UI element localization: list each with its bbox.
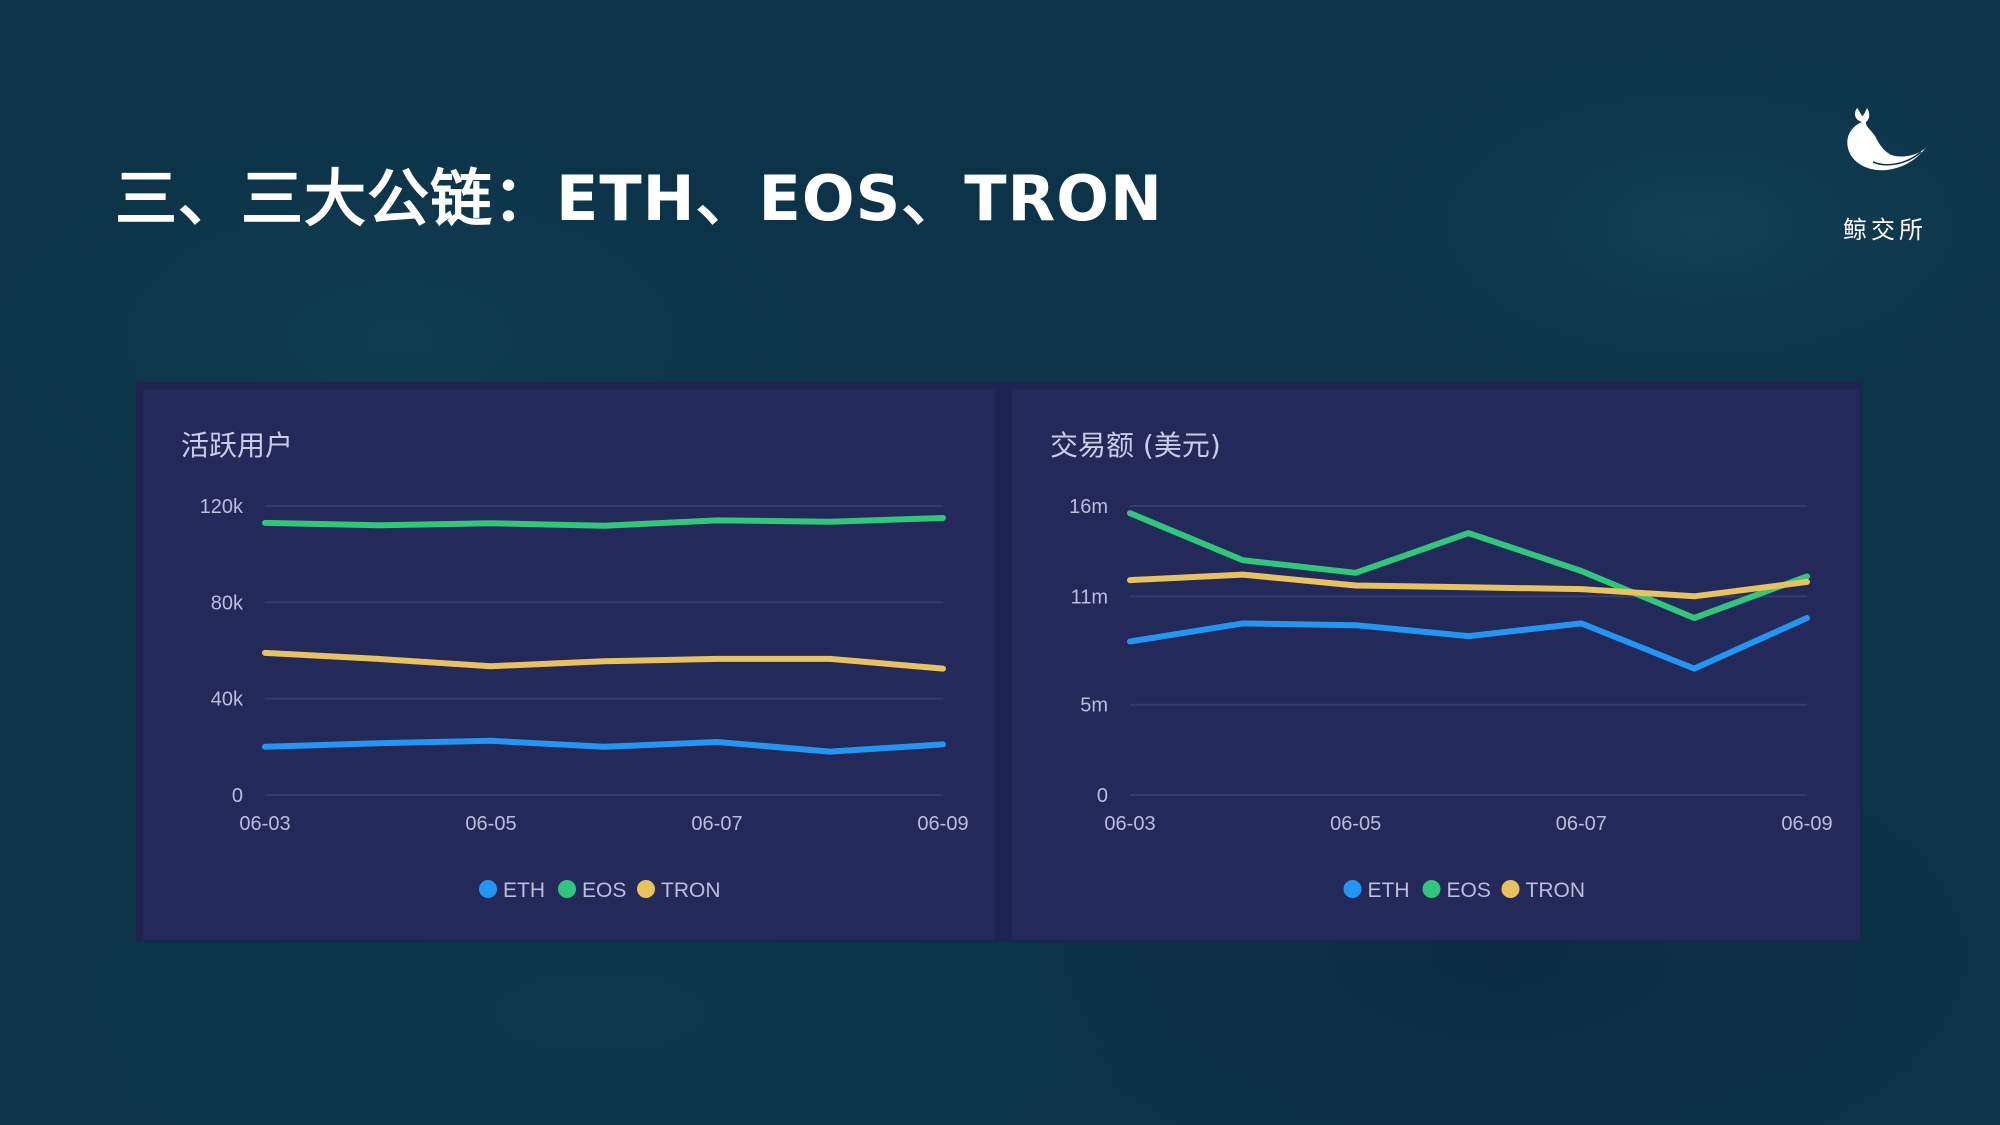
y-tick-label: 120k [200,496,244,518]
x-tick-label: 06-07 [691,813,742,835]
y-tick-label: 40k [211,689,244,711]
active-users-panel: 活跃用户 0 40k 80k 120k 06-03 06-05 06-07 06-09 ETH E… [143,389,995,940]
series-line-eos [262,515,946,529]
x-tick-label: 06-09 [917,813,968,835]
legend-marker [1343,880,1362,898]
series-line-eth [262,737,946,755]
x-tick-label: 06-05 [1330,813,1381,835]
x-tick-label: 06-09 [1781,813,1832,835]
panel-title: 活跃用户 [181,429,294,462]
slide-title: 三、三大公链：ETH、EOS、TRON [115,162,1163,235]
legend-marker [558,880,576,898]
y-tick-label: 16m [1069,496,1108,518]
legend-label[interactable]: EOS [582,879,626,902]
x-tick-label: 06-03 [1104,813,1155,835]
legend-marker [1501,880,1520,898]
y-tick-label: 11m [1071,586,1108,608]
series-line-eos [1127,510,1810,621]
x-tick-label: 06-07 [1556,813,1607,835]
legend-label[interactable]: ETH [503,879,545,902]
y-tick-label: 5m [1080,695,1108,717]
series-line-tron [262,649,946,672]
x-tick-label: 06-05 [465,813,516,835]
volume-panel: 交易额 (美元) 0 5m 11m 16m 06-03 06-05 06-07 06-09 ET… [1012,389,1860,940]
x-tick-label: 06-03 [239,813,290,835]
whale-icon [1847,108,1927,171]
y-tick-label: 0 [1097,785,1108,807]
active-users-chart: 0 40k 80k 120k 06-03 06-05 06-07 06-09 ETH EOS TRO… [200,496,969,902]
legend-marker [637,880,655,898]
series-line-tron [1127,571,1810,600]
brand-logo: 鲸交所 [1830,100,1940,245]
y-tick-label: 80k [211,592,244,614]
y-tick-label: 0 [232,785,243,807]
legend-marker [1422,880,1441,898]
volume-chart: 0 5m 11m 16m 06-03 06-05 06-07 06-09 ETH EOS TRON [1069,496,1832,902]
logo-text: 鲸交所 [1843,216,1927,244]
legend-label[interactable]: ETH [1368,879,1410,902]
legend-label[interactable]: TRON [661,879,721,902]
panel-title: 交易额 (美元) [1050,429,1221,462]
legend-label[interactable]: EOS [1447,879,1491,902]
legend-label[interactable]: TRON [1526,879,1586,902]
legend-marker [479,880,497,898]
series-line-eth [1127,615,1810,672]
